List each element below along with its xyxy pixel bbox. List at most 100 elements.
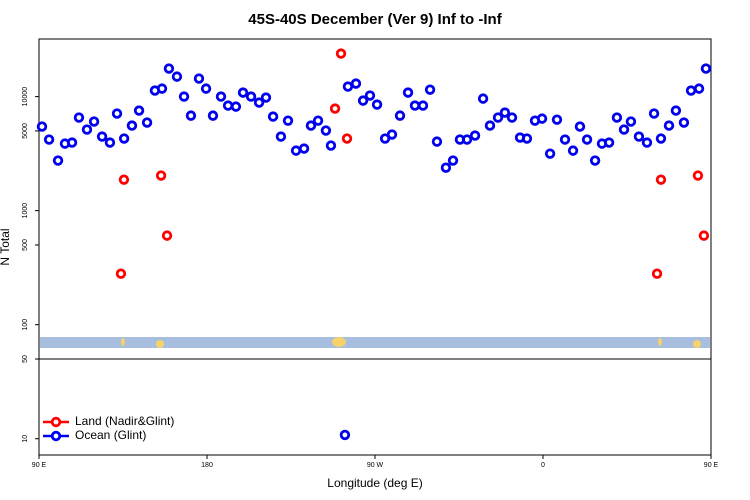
data-point <box>230 101 242 112</box>
data-point <box>492 112 504 123</box>
data-point <box>651 268 663 279</box>
y-tick-label: 5000 <box>22 123 29 139</box>
data-point <box>341 133 353 144</box>
data-point <box>477 93 489 104</box>
y-tick-label: 500 <box>22 239 29 251</box>
chart-title: 45S-40S December (Ver 9) Inf to -Inf <box>248 11 502 28</box>
data-point <box>611 112 623 123</box>
data-point <box>544 148 556 159</box>
data-point <box>364 90 376 101</box>
data-point <box>335 48 347 59</box>
y-tick-label: 100 <box>22 319 29 331</box>
data-point <box>81 124 93 135</box>
x-tick-label: 90 E <box>32 462 47 469</box>
data-point <box>484 120 496 131</box>
data-point <box>163 63 175 74</box>
legend-label: Land (Nadir&Glint) <box>75 414 174 428</box>
data-point <box>350 78 362 89</box>
data-point <box>567 145 579 156</box>
data-point <box>178 91 190 102</box>
data-point <box>386 129 398 140</box>
data-point <box>551 114 563 125</box>
data-point <box>633 131 645 142</box>
data-point <box>52 155 64 166</box>
data-point <box>417 100 429 111</box>
data-point <box>133 105 145 116</box>
data-point <box>618 124 630 135</box>
data-point <box>253 97 265 108</box>
data-point <box>305 120 317 131</box>
data-point <box>156 83 168 94</box>
y-tick-label: 10000 <box>22 87 29 107</box>
data-point <box>171 71 183 82</box>
data-point <box>641 137 653 148</box>
data-point <box>625 116 637 127</box>
data-point <box>536 113 548 124</box>
x-tick-label: 90 W <box>367 462 384 469</box>
data-point <box>589 155 601 166</box>
y-tick-label: 10 <box>22 435 29 443</box>
data-point <box>115 268 127 279</box>
x-tick-label: 0 <box>541 462 545 469</box>
data-point <box>469 130 481 141</box>
data-point <box>118 174 130 185</box>
legend-marker <box>50 416 62 428</box>
data-point <box>267 111 279 122</box>
data-point <box>521 133 533 144</box>
data-point <box>161 230 173 241</box>
data-point <box>329 103 341 114</box>
data-point <box>693 83 705 94</box>
data-point <box>409 100 421 111</box>
x-tick-label: 180 <box>201 462 213 469</box>
data-point <box>499 107 511 118</box>
legend-label: Ocean (Glint) <box>75 428 146 442</box>
data-point <box>88 116 100 127</box>
y-tick-label: 1000 <box>22 203 29 219</box>
data-point <box>663 120 675 131</box>
data-point <box>424 84 436 95</box>
data-point <box>207 110 219 121</box>
data-point <box>290 145 302 156</box>
data-point <box>574 121 586 132</box>
data-point <box>200 83 212 94</box>
data-point <box>506 112 518 123</box>
data-point <box>698 230 710 241</box>
data-point <box>342 81 354 92</box>
x-axis-label: Longitude (deg E) <box>327 476 422 490</box>
data-point <box>655 133 667 144</box>
data-point <box>43 134 55 145</box>
data-point <box>275 131 287 142</box>
data-point <box>260 92 272 103</box>
y-tick-label: 50 <box>22 355 29 363</box>
data-point <box>185 110 197 121</box>
data-point <box>559 134 571 145</box>
data-point <box>141 117 153 128</box>
data-point <box>440 162 452 173</box>
data-point <box>245 91 257 102</box>
data-point <box>320 125 332 136</box>
data-point <box>581 134 593 145</box>
data-point <box>111 108 123 119</box>
data-point <box>678 117 690 128</box>
data-point <box>692 170 704 181</box>
data-point <box>104 137 116 148</box>
data-point <box>339 429 351 441</box>
data-point <box>357 95 369 106</box>
data-point <box>648 108 660 119</box>
data-point <box>66 137 78 148</box>
data-point <box>96 131 108 142</box>
data-point <box>431 136 443 147</box>
data-point <box>73 112 85 123</box>
data-point <box>603 137 615 148</box>
map-strip <box>40 337 710 348</box>
data-point <box>447 155 459 166</box>
data-point <box>325 140 337 151</box>
data-point <box>402 87 414 98</box>
data-point <box>237 87 249 98</box>
data-point <box>36 121 48 132</box>
data-point <box>394 110 406 121</box>
data-point <box>282 115 294 126</box>
y-axis-label: N Total <box>0 228 12 265</box>
data-point <box>126 120 138 131</box>
